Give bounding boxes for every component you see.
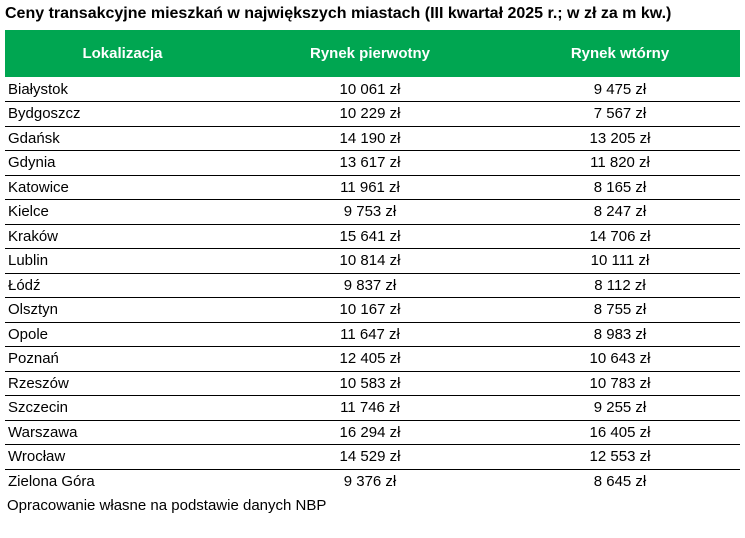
table-row: Opole 11 647 zł 8 983 zł	[5, 322, 740, 347]
secondary-price-cell: 10 783 zł	[500, 371, 740, 396]
city-cell: Bydgoszcz	[5, 101, 240, 127]
table-row: Łódź 9 837 zł 8 112 zł	[5, 273, 740, 298]
city-cell: Olsztyn	[5, 297, 240, 323]
page: Ceny transakcyjne mieszkań w największyc…	[5, 5, 740, 514]
city-cell: Poznań	[5, 346, 240, 372]
city-cell: Zielona Góra	[8, 473, 95, 490]
table-header: Lokalizacja Rynek pierwotny Rynek wtórny	[5, 30, 740, 77]
table-row: Kielce 9 753 zł 8 247 zł	[5, 199, 740, 225]
primary-price-cell: 13 617 zł	[240, 150, 500, 176]
city-cell: Białystok	[5, 77, 240, 102]
primary-price-cell: 16 294 zł	[240, 420, 500, 445]
table-body: Białystok 10 061 zł 9 475 zł Bydgoszcz 10 22…	[5, 77, 740, 494]
city-cell: Łódź	[5, 273, 240, 298]
secondary-price-cell: 9 255 zł	[500, 395, 740, 421]
table-row: Szczecin 11 746 zł 9 255 zł	[5, 395, 740, 421]
primary-price-cell: 15 641 zł	[240, 224, 500, 249]
table-row: Białystok 10 061 zł 9 475 zł	[5, 77, 740, 102]
secondary-price-cell: 12 553 zł	[500, 444, 740, 470]
city-cell: Gdynia	[5, 150, 240, 176]
primary-price-cell: 10 583 zł	[240, 371, 500, 396]
table-row: Rzeszów 10 583 zł 10 783 zł	[5, 371, 740, 396]
secondary-price-cell: 8 755 zł	[500, 297, 740, 323]
secondary-price-cell: 8 983 zł	[500, 322, 740, 347]
source-note: Opracowanie własne na podstawie danych N…	[7, 496, 327, 514]
city-cell: Kraków	[5, 224, 240, 249]
city-cell: Wrocław	[5, 444, 240, 470]
page-title: Ceny transakcyjne mieszkań w największyc…	[5, 5, 672, 22]
city-cell: Katowice	[5, 175, 240, 200]
city-cell: Warszawa	[5, 420, 240, 445]
primary-price-cell: 11 746 zł	[240, 395, 500, 421]
primary-price-cell: 9 376 zł	[343, 473, 397, 490]
column-header-lokalizacja: Lokalizacja	[5, 30, 240, 77]
primary-price-cell: 14 529 zł	[240, 444, 500, 470]
primary-price-cell: 10 061 zł	[240, 77, 500, 102]
secondary-price-cell: 9 475 zł	[500, 77, 740, 102]
primary-price-cell: 12 405 zł	[240, 346, 500, 372]
secondary-price-cell: 16 405 zł	[500, 420, 740, 445]
secondary-price-cell: 11 820 zł	[500, 150, 740, 176]
primary-price-cell: 11 647 zł	[240, 322, 500, 347]
city-cell: Kielce	[5, 199, 240, 225]
table-row: Katowice 11 961 zł 8 165 zł	[5, 175, 740, 200]
column-header-rynek-wtorny: Rynek wtórny	[500, 30, 740, 77]
column-header-rynek-pierwotny: Rynek pierwotny	[240, 30, 500, 77]
table-row: Wrocław 14 529 zł 12 553 zł	[5, 444, 740, 470]
table-row: Gdynia 13 617 zł 11 820 zł	[5, 150, 740, 176]
table-row: Olsztyn 10 167 zł 8 755 zł	[5, 297, 740, 323]
table-row: Kraków 15 641 zł 14 706 zł	[5, 224, 740, 249]
table-row: Gdańsk 14 190 zł 13 205 zł	[5, 126, 740, 151]
city-cell: Gdańsk	[5, 126, 240, 151]
secondary-price-cell: 8 112 zł	[500, 273, 740, 298]
secondary-price-cell: 8 645 zł	[593, 473, 647, 490]
primary-price-cell: 14 190 zł	[240, 126, 500, 151]
secondary-price-cell: 8 247 zł	[500, 199, 740, 225]
city-cell: Szczecin	[5, 395, 240, 421]
city-cell: Opole	[5, 322, 240, 347]
table-row: Bydgoszcz 10 229 zł 7 567 zł	[5, 101, 740, 127]
secondary-price-cell: 7 567 zł	[500, 101, 740, 127]
table-row: Lublin 10 814 zł 10 111 zł	[5, 248, 740, 274]
secondary-price-cell: 13 205 zł	[500, 126, 740, 151]
secondary-price-cell: 10 643 zł	[500, 346, 740, 372]
primary-price-cell: 10 167 zł	[240, 297, 500, 323]
secondary-price-cell: 10 111 zł	[500, 248, 740, 274]
table-header-row: Lokalizacja Rynek pierwotny Rynek wtórny	[5, 30, 740, 77]
primary-price-cell: 9 753 zł	[240, 199, 500, 225]
primary-price-cell: 9 837 zł	[240, 273, 500, 298]
primary-price-cell: 10 229 zł	[240, 101, 500, 127]
primary-price-cell: 10 814 zł	[240, 248, 500, 274]
primary-price-cell: 11 961 zł	[240, 175, 500, 200]
city-cell: Rzeszów	[5, 371, 240, 396]
secondary-price-cell: 14 706 zł	[500, 224, 740, 249]
table-row: Warszawa 16 294 zł 16 405 zł	[5, 420, 740, 445]
table-row: Zielona Góra 9 376 zł 8 645 zł	[5, 469, 740, 494]
city-cell: Lublin	[5, 248, 240, 274]
price-table: Lokalizacja Rynek pierwotny Rynek wtórny…	[5, 30, 740, 494]
table-row: Poznań 12 405 zł 10 643 zł	[5, 346, 740, 372]
secondary-price-cell: 8 165 zł	[500, 175, 740, 200]
